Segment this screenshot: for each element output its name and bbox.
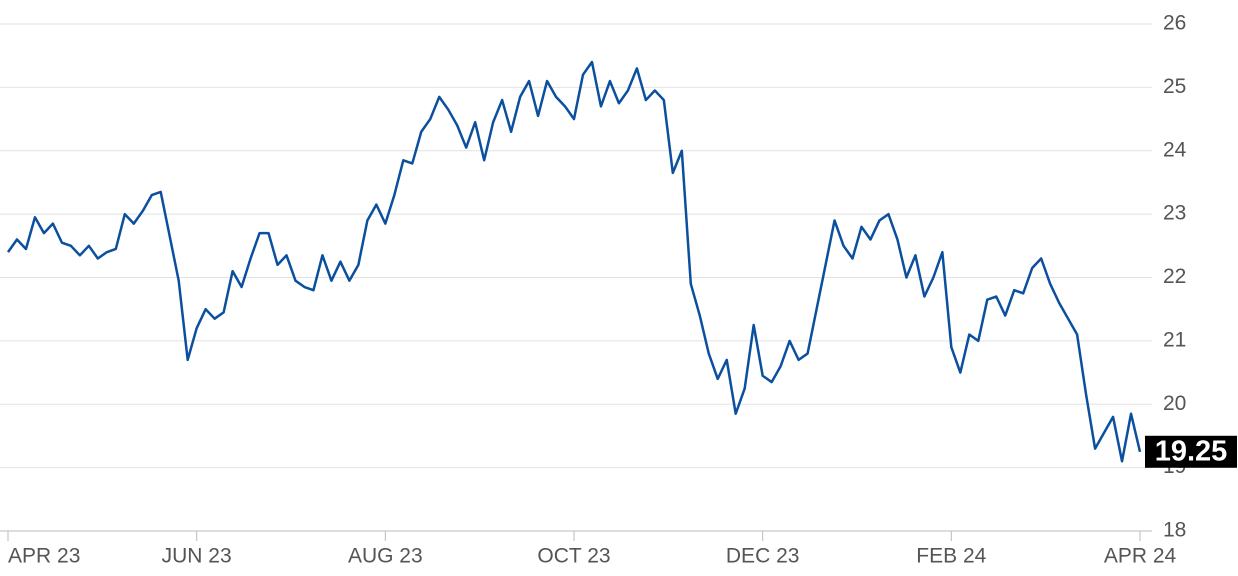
y-tick-label: 25 <box>1163 75 1186 98</box>
x-tick-label: OCT 23 <box>537 545 610 568</box>
y-tick-label: 18 <box>1163 519 1186 542</box>
x-tick-label: AUG 23 <box>348 545 423 568</box>
last-value-label: 19.25 <box>1155 435 1228 467</box>
y-tick-label: 23 <box>1163 202 1186 225</box>
x-tick-label: DEC 23 <box>726 545 800 568</box>
y-tick-label: 26 <box>1163 12 1186 35</box>
y-tick-label: 20 <box>1163 392 1186 415</box>
x-tick-label: APR 23 <box>8 545 80 568</box>
x-tick-label: FEB 24 <box>916 545 986 568</box>
y-tick-label: 21 <box>1163 328 1186 351</box>
y-tick-label: 24 <box>1163 138 1187 161</box>
y-tick-label: 22 <box>1163 265 1186 288</box>
x-tick-label: JUN 23 <box>162 545 232 568</box>
last-value-box <box>1145 435 1237 468</box>
price-line <box>6 60 1142 463</box>
x-tick-label: APR 24 <box>1104 545 1177 568</box>
